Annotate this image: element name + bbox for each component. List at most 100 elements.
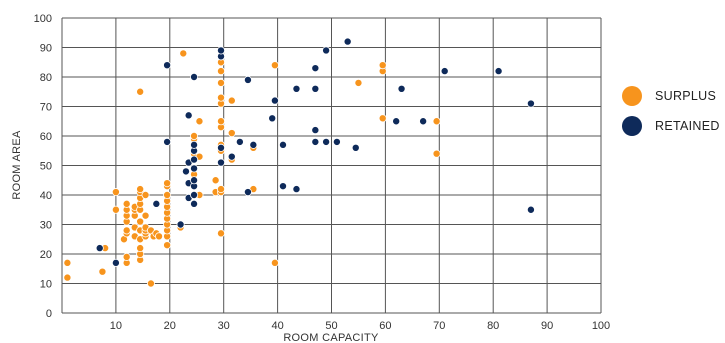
data-point-retained (217, 143, 226, 152)
x-tick-label: 50 (325, 320, 337, 332)
data-point-retained (95, 244, 104, 253)
data-point-surplus (432, 149, 441, 158)
data-point-surplus (141, 211, 150, 220)
data-point-retained (332, 137, 341, 146)
data-point-surplus (179, 49, 188, 58)
data-point-surplus (163, 241, 172, 250)
tick-labels: 0 10 20 30 40 50 60 70 80 90 100 10 20 30 40 50 60 70 80 90… (34, 13, 611, 332)
data-point-surplus (217, 229, 226, 238)
data-point-retained (311, 137, 320, 146)
data-point-surplus (217, 185, 226, 194)
data-point-surplus (136, 244, 145, 253)
data-point-retained (190, 155, 199, 164)
data-point-retained (440, 67, 449, 76)
data-point-surplus (432, 117, 441, 126)
legend: SURPLUS RETAINED (622, 84, 720, 144)
data-point-retained (311, 126, 320, 135)
x-tick-label: 30 (218, 320, 230, 332)
legend-swatch-retained (622, 116, 642, 136)
x-axis-title: ROOM CAPACITY (283, 332, 379, 343)
x-tick-label: 90 (541, 320, 553, 332)
data-point-surplus (270, 258, 279, 267)
legend-swatch-surplus (622, 86, 642, 106)
x-tick-label: 60 (379, 320, 391, 332)
data-point-surplus (98, 267, 107, 276)
data-point-retained (419, 117, 428, 126)
data-point-retained (494, 67, 503, 76)
legend-label-surplus: SURPLUS (655, 89, 717, 103)
y-tick-label: 80 (40, 72, 52, 84)
x-tick-label: 10 (110, 320, 122, 332)
series-surplus (63, 49, 441, 288)
y-tick-label: 40 (40, 190, 52, 202)
data-point-retained (176, 220, 185, 229)
data-point-surplus (122, 226, 131, 235)
data-point-surplus (122, 199, 131, 208)
data-point-surplus (111, 205, 120, 214)
data-point-retained (322, 46, 331, 55)
data-point-retained (278, 140, 287, 149)
legend-item-retained: RETAINED (622, 114, 720, 138)
data-points (63, 37, 535, 288)
data-point-surplus (217, 117, 226, 126)
data-point-surplus (163, 190, 172, 199)
y-tick-label: 0 (46, 308, 52, 320)
y-tick-label: 60 (40, 131, 52, 143)
data-point-retained (163, 137, 172, 146)
data-point-retained (268, 114, 277, 123)
data-point-surplus (136, 185, 145, 194)
data-point-surplus (136, 217, 145, 226)
data-point-retained (343, 37, 352, 46)
data-point-surplus (136, 87, 145, 96)
data-point-retained (190, 199, 199, 208)
data-point-retained (190, 176, 199, 185)
data-point-surplus (146, 279, 155, 288)
data-point-retained (249, 140, 258, 149)
x-tick-label: 20 (164, 320, 176, 332)
y-axis-title: ROOM AREA (11, 130, 23, 200)
data-point-surplus (190, 131, 199, 140)
data-point-surplus (217, 93, 226, 102)
x-tick-label: 100 (592, 320, 610, 332)
y-tick-label: 100 (34, 13, 52, 25)
data-point-retained (227, 152, 236, 161)
y-tick-label: 90 (40, 43, 52, 55)
data-point-surplus (378, 61, 387, 70)
data-point-surplus (378, 114, 387, 123)
x-tick-label: 40 (271, 320, 283, 332)
data-point-retained (184, 111, 193, 120)
data-point-retained (243, 188, 252, 197)
data-point-retained (292, 84, 301, 93)
data-point-retained (292, 185, 301, 194)
data-point-retained (235, 137, 244, 146)
data-point-retained (190, 73, 199, 82)
data-point-retained (278, 182, 287, 191)
data-point-retained (190, 190, 199, 199)
legend-label-retained: RETAINED (655, 119, 720, 133)
y-tick-label: 10 (40, 279, 52, 291)
data-point-retained (190, 164, 199, 173)
data-point-retained (181, 167, 190, 176)
data-point-retained (243, 75, 252, 84)
data-point-retained (351, 143, 360, 152)
data-point-retained (526, 205, 535, 214)
x-tick-label: 70 (433, 320, 445, 332)
y-tick-label: 50 (40, 161, 52, 173)
legend-item-surplus: SURPLUS (622, 84, 720, 108)
data-point-surplus (227, 129, 236, 138)
data-point-surplus (63, 273, 72, 282)
data-point-retained (217, 158, 226, 167)
data-point-retained (392, 117, 401, 126)
data-point-retained (111, 258, 120, 267)
data-point-retained (163, 61, 172, 70)
data-point-retained (270, 96, 279, 105)
data-point-surplus (211, 176, 220, 185)
data-point-surplus (354, 78, 363, 87)
data-point-surplus (63, 258, 72, 267)
data-point-surplus (270, 61, 279, 70)
data-point-retained (190, 140, 199, 149)
data-point-retained (397, 84, 406, 93)
data-point-surplus (111, 188, 120, 197)
data-point-surplus (227, 96, 236, 105)
